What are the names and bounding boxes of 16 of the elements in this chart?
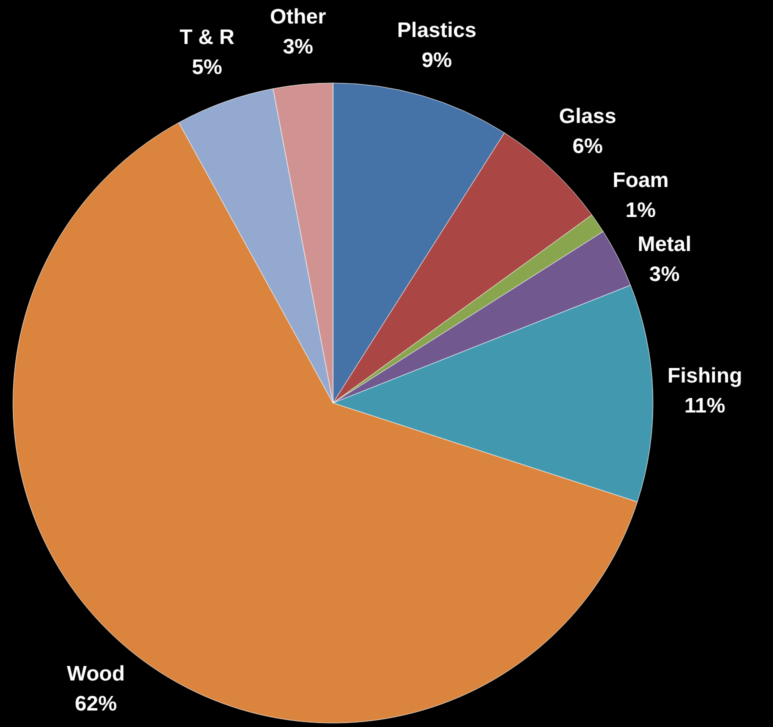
slice-label: Foam [612, 168, 669, 192]
data-label: 6% [572, 134, 604, 158]
slice-label: Other [270, 6, 326, 29]
slice-label: Plastics [397, 18, 476, 42]
data-label: 62% [74, 692, 118, 716]
data-label: 5% [192, 56, 222, 79]
data-label: 3% [282, 36, 314, 59]
data-label: 9% [422, 48, 452, 72]
slice-label: Glass [559, 104, 616, 128]
slice-label: Fishing [667, 364, 742, 388]
slice-label: T & R [180, 26, 234, 49]
data-label: 3% [649, 262, 680, 286]
data-label: 1% [625, 198, 656, 222]
slice-label: Metal [638, 232, 692, 256]
slice-label: Wood [66, 662, 125, 686]
data-label: 11% [684, 394, 726, 418]
